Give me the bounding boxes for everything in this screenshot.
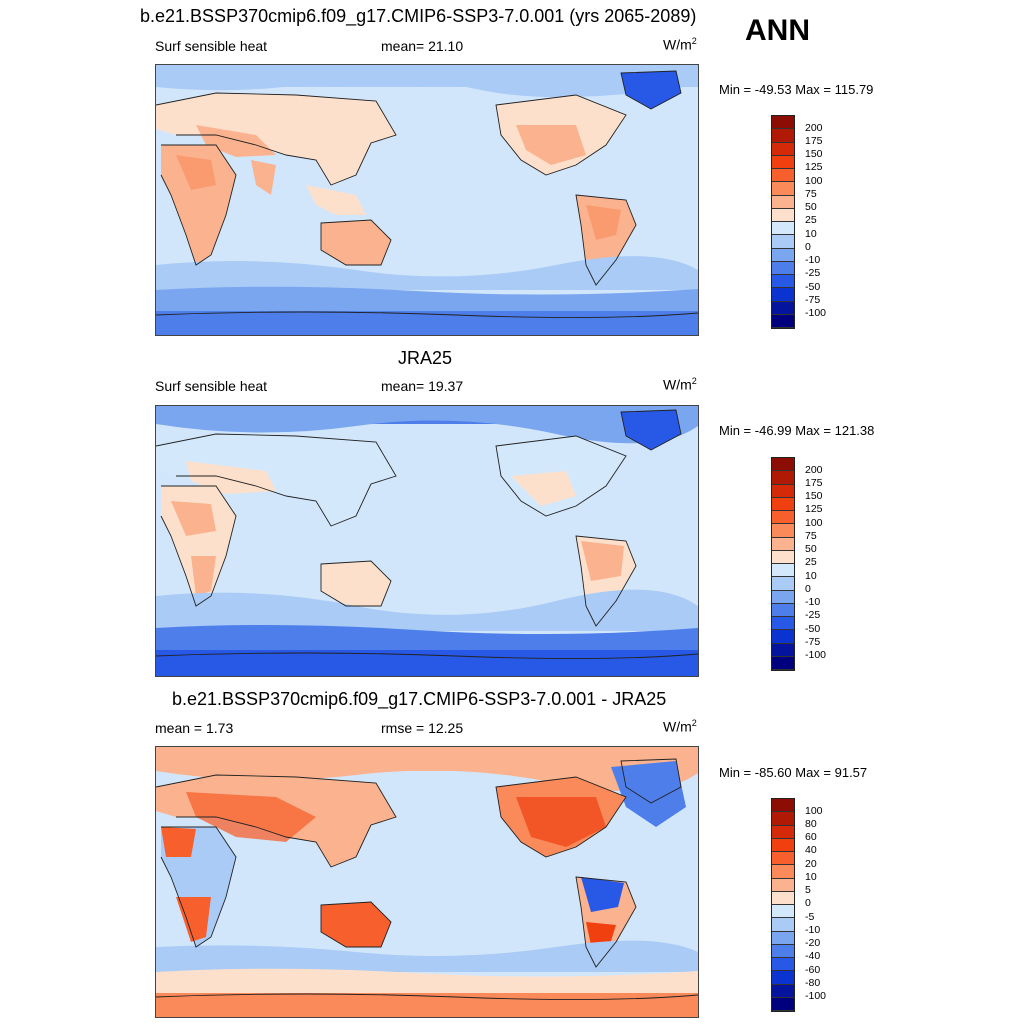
panel3-tick: 60 [805,831,817,843]
panel1-tick: 75 [805,188,817,200]
panel3-tick: 0 [805,897,811,909]
main-title: b.e21.BSSP370cmip6.f09_g17.CMIP6-SSP3-7.… [140,6,697,26]
panel3-tick: 20 [805,858,817,870]
panel1-tick: 25 [805,214,817,226]
panel3-tick: 100 [805,805,823,817]
panel2-map [155,405,699,677]
panel3-tick: 40 [805,844,817,856]
panel3-tick: -5 [805,911,815,923]
panel2-tick: 200 [805,464,823,476]
panel2-units: W/m2 [663,376,697,393]
panel3-rmse-label: rmse = 12.25 [381,720,464,736]
panel3-tick: 10 [805,871,817,883]
panel2-tick: -25 [805,609,821,621]
panel3-tick: 80 [805,818,817,830]
panel1-left-label: Surf sensible heat [155,38,268,54]
panel1-tick: 175 [805,135,823,147]
panel1-units: W/m2 [663,36,697,53]
panel1-tick: -25 [805,267,821,279]
panel2-tick: 0 [805,583,811,595]
panel2-tick: -50 [805,623,821,635]
panel1-colorbar [771,115,795,329]
panel3-mean-label: mean = 1.73 [155,720,234,736]
panel3-units: W/m2 [663,718,697,735]
panel2-tick: 75 [805,530,817,542]
panel1-mean-label: mean= 21.10 [381,38,464,54]
panel3-tick: -80 [805,977,821,989]
panel1-minmax: Min = -49.53 Max = 115.79 [719,82,874,97]
panel3-minmax: Min = -85.60 Max = 91.57 [719,765,868,780]
panel2-colorbar [771,457,795,671]
panel1-tick: 100 [805,175,823,187]
panel3-tick: -100 [805,990,827,1002]
panel2-tick: 125 [805,503,823,515]
panel2-tick: 25 [805,556,817,568]
panel1-tick: -10 [805,254,821,266]
panel1-tick: 50 [805,201,817,213]
panel1-tick: 0 [805,241,811,253]
panel2-tick: -100 [805,649,827,661]
panel1-map [155,64,699,336]
panel2-title: JRA25 [398,348,453,368]
panel1-tick: 125 [805,161,823,173]
panel1-tick: -75 [805,294,821,306]
panel3-tick: -40 [805,950,821,962]
panel3-tick: -20 [805,937,821,949]
panel2-tick: 150 [805,490,823,502]
panel2-tick: -75 [805,636,821,648]
panel3-map [155,746,699,1018]
panel2-minmax: Min = -46.99 Max = 121.38 [719,423,875,438]
panel1-tick: 200 [805,122,823,134]
season-label: ANN [745,14,810,47]
panel1-tick: 150 [805,148,823,160]
panel3-title: b.e21.BSSP370cmip6.f09_g17.CMIP6-SSP3-7.… [172,689,667,709]
panel1-tick: -50 [805,281,821,293]
panel1-tick: -100 [805,307,827,319]
panel2-tick: -10 [805,596,821,608]
panel3-tick: -10 [805,924,821,936]
panel3-tick: -60 [805,964,821,976]
panel3-colorbar [771,798,795,1012]
panel3-tick: 5 [805,884,811,896]
panel1-tick: 10 [805,228,817,240]
panel2-tick: 10 [805,570,817,582]
panel2-tick: 100 [805,517,823,529]
panel2-tick: 175 [805,477,823,489]
panel2-left-label: Surf sensible heat [155,378,268,394]
panel2-tick: 50 [805,543,817,555]
panel2-mean-label: mean= 19.37 [381,378,464,394]
